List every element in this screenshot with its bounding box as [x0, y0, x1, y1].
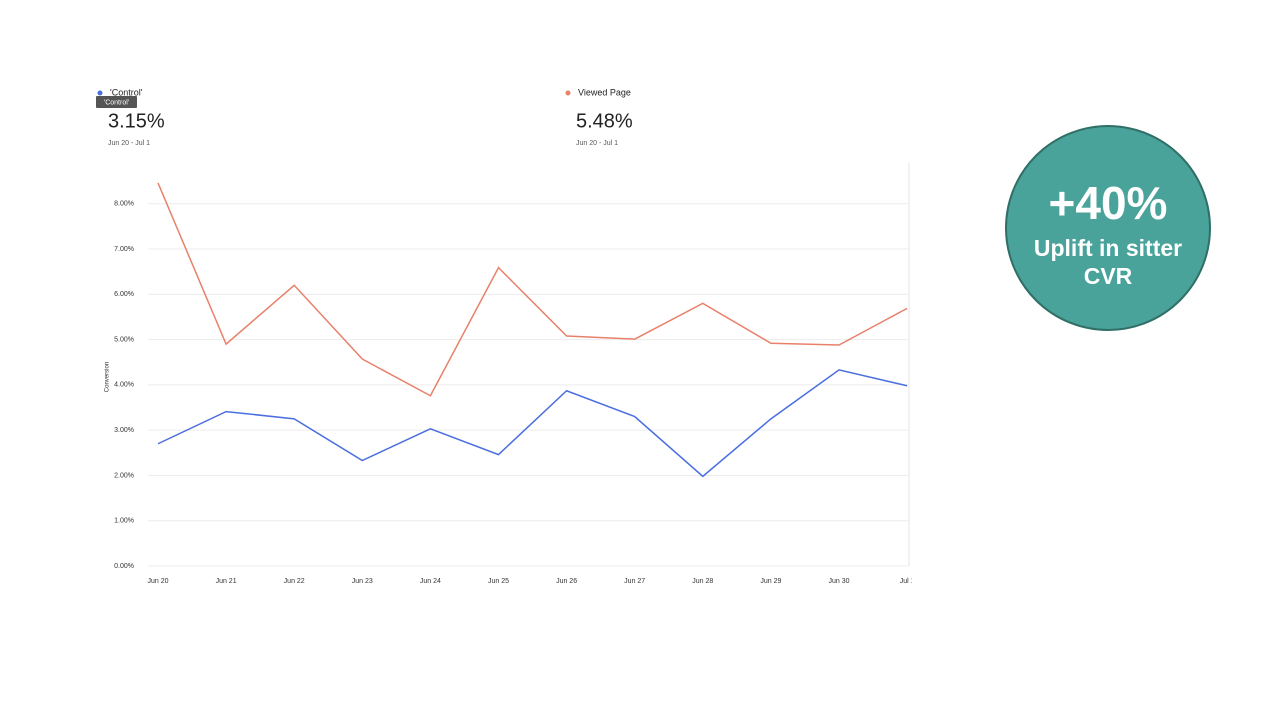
legend-dot	[565, 90, 571, 96]
x-tick-label: Jun 30	[828, 578, 849, 585]
x-tick-label: Jun 29	[760, 578, 781, 585]
y-tick-label: 4.00%	[114, 382, 134, 389]
badge-circle	[1005, 125, 1211, 331]
badge-text-box: Uplift in sitter CVR	[1033, 235, 1183, 289]
x-axis: Jun 20 Jun 21 Jun 22 Jun 23 Jun 24 Jun 25 Jun …	[147, 578, 915, 585]
summary-period: Jun 20 - Jul 1	[108, 140, 150, 147]
y-tick-label: 0.00%	[114, 563, 134, 570]
y-tick-label: 2.00%	[114, 472, 134, 479]
badge-headline: +40%	[1049, 177, 1168, 229]
x-tick-label: Jun 27	[624, 578, 645, 585]
summary-value: 5.48%	[576, 110, 633, 132]
x-tick-label: Jun 25	[488, 578, 509, 585]
y-tick-label: 1.00%	[114, 518, 134, 525]
x-tick-label: Jun 23	[352, 578, 373, 585]
summary-period: Jun 20 - Jul 1	[576, 140, 618, 147]
tooltip: 'Control'	[104, 99, 129, 106]
summary-value: 3.15%	[108, 110, 165, 132]
x-tick-label: Jul 1	[900, 578, 915, 585]
x-tick-label: Jun 20	[147, 578, 168, 585]
x-tick-label: Jun 24	[420, 578, 441, 585]
series-line	[157, 182, 908, 397]
x-tick-label: Jun 28	[692, 578, 713, 585]
badge: +40% Uplift in sitter CVR	[1005, 125, 1211, 331]
x-tick-label: Jun 26	[556, 578, 577, 585]
x-tick-label: Jun 22	[284, 578, 305, 585]
tooltip-box	[96, 96, 137, 108]
series-line	[157, 369, 908, 478]
y-tick-label: 6.00%	[114, 291, 134, 298]
legend-label: 'Control'	[110, 87, 143, 97]
y-tick-label: 7.00%	[114, 246, 134, 253]
legend-dot	[97, 90, 103, 96]
y-axis-label: Conversion	[105, 362, 111, 392]
y-tick-label: 3.00%	[114, 427, 134, 434]
badge-text: Uplift in sitter CVR	[1033, 235, 1183, 289]
y-tick-label: 5.00%	[114, 336, 134, 343]
y-tick-label: 8.00%	[114, 201, 134, 208]
legend-label: Viewed Page	[578, 87, 631, 97]
x-tick-label: Jun 21	[216, 578, 237, 585]
